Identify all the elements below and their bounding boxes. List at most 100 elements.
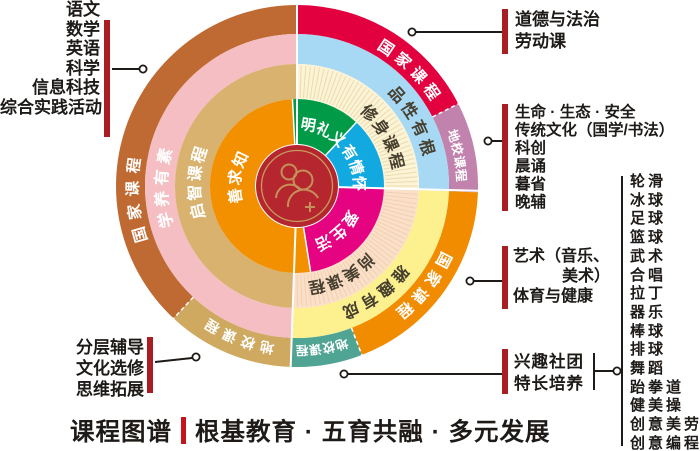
school-program-item: 晚辅	[515, 194, 547, 211]
sunburst-ray	[352, 92, 374, 118]
poster-title: 课程图谱 根基教育 · 五育共融 · 多元发展	[70, 413, 551, 448]
club-item: 创意编程	[630, 434, 700, 451]
segment-divider	[302, 227, 312, 273]
school-program-item: 科创	[515, 140, 547, 157]
segment-outcome-left	[144, 34, 297, 338]
sunburst-ray	[300, 274, 303, 307]
subject-item: 信息科技	[32, 78, 100, 98]
school-logo-icon	[275, 163, 319, 212]
sunburst-ray	[309, 66, 316, 99]
segment-national-right	[351, 191, 478, 355]
sunburst-ray	[377, 221, 408, 236]
segment-divider	[173, 296, 194, 319]
callout-connector-dot	[407, 27, 417, 37]
moral-item: 劳动课	[515, 32, 566, 51]
callout-bar	[147, 337, 153, 393]
segment-outcome-top	[297, 34, 450, 192]
segment-divider	[432, 103, 459, 118]
sunburst-ray	[382, 208, 414, 218]
center-disc-ring	[260, 149, 334, 223]
callout-bar	[502, 9, 508, 54]
segment-course-left	[175, 64, 297, 308]
sunburst-ray	[369, 116, 396, 136]
art-pe-line: 美术）	[561, 268, 610, 285]
subject-item: 语文	[66, 0, 100, 19]
sunburst-ray	[350, 89, 371, 116]
subject-item: 综合实践活动	[0, 97, 102, 117]
segment-school-bottom	[290, 327, 362, 367]
sunburst-ray	[317, 271, 326, 304]
sunburst-ray	[342, 261, 360, 290]
club-item: 合唱	[630, 266, 667, 284]
sunburst-ray	[376, 224, 406, 240]
sunburst-ray	[339, 263, 356, 292]
club-item: 排球	[630, 341, 667, 359]
sunburst-ray	[355, 95, 378, 121]
sunburst-ray	[355, 251, 379, 276]
school-program-item: 暮省	[515, 176, 547, 193]
poster-title-name: 课程图谱	[70, 419, 172, 446]
school-program-item: 生命 · 生态 · 安全	[515, 104, 636, 121]
sunburst-ray	[357, 98, 381, 123]
sunburst-ray	[380, 214, 411, 227]
segment-core-spirit	[325, 122, 384, 188]
school-program-item: 晨诵	[515, 158, 547, 175]
segment-outcome-right	[291, 190, 449, 338]
sunburst-ray	[332, 75, 347, 106]
sunburst-ray	[367, 238, 394, 259]
sunburst-ray	[313, 272, 321, 305]
segment-course-right	[292, 189, 419, 308]
segment-school-bottom-left	[173, 297, 292, 367]
sunburst-ray	[383, 201, 416, 209]
segment-divider	[291, 99, 296, 145]
club-item: 健美操	[630, 397, 685, 415]
segment-divider	[350, 327, 363, 356]
sunburst-ray	[385, 191, 418, 195]
tutoring-item: 分层辅导	[76, 338, 144, 357]
sunburst-ray	[367, 112, 394, 133]
subject-item: 数学	[66, 19, 100, 39]
sunburst-ray	[370, 119, 399, 139]
sunburst-ray	[381, 149, 413, 160]
sunburst-ray	[320, 271, 330, 303]
sunburst-ray	[384, 195, 417, 200]
callout-connector-line	[154, 357, 193, 363]
callout-connector-dot	[339, 369, 349, 379]
callout-moral-labor: 道德与法治 劳动课	[515, 9, 600, 53]
sunburst-ray	[383, 162, 416, 170]
subject-item: 英语	[66, 39, 100, 59]
sunburst-ray	[365, 241, 391, 263]
callout-bar	[502, 246, 508, 309]
callout-bar	[104, 20, 110, 137]
sunburst-ray	[347, 257, 368, 285]
sunburst-ray	[306, 66, 311, 99]
segment-core-moral	[292, 99, 357, 156]
segment-core-life	[303, 186, 384, 272]
sunburst-ray	[384, 198, 417, 205]
callout-school-programs: 生命 · 生态 · 安全 传统文化（国学/书法） 科创 晨诵 暮省 晚辅	[515, 104, 674, 212]
club-item: 冰球	[630, 191, 667, 209]
sunburst-ray	[378, 140, 409, 154]
callout-interest-clubs: 兴趣社团 特长培养	[514, 351, 584, 395]
sunburst-ray	[360, 101, 385, 125]
sunburst-ray	[338, 79, 355, 109]
sunburst-ray	[341, 82, 359, 111]
sunburst-ray	[364, 108, 391, 130]
sunburst-ray	[350, 255, 371, 282]
moral-item: 道德与法治	[515, 10, 600, 29]
sunburst-ray	[302, 65, 307, 98]
sunburst-ray	[369, 236, 397, 256]
sunburst-ray	[329, 267, 343, 298]
sunburst-ray	[385, 180, 418, 184]
segment-national-left	[115, 5, 297, 319]
club-item: 武术	[630, 247, 667, 265]
sunburst-ray	[313, 67, 321, 100]
sunburst-ray	[381, 211, 413, 223]
callout-bar	[502, 104, 508, 211]
segment-divider	[338, 186, 478, 192]
callout-connector-dot	[465, 276, 475, 286]
segment-school-right	[432, 103, 478, 193]
art-pe-line: 艺术（音乐、	[513, 248, 610, 265]
